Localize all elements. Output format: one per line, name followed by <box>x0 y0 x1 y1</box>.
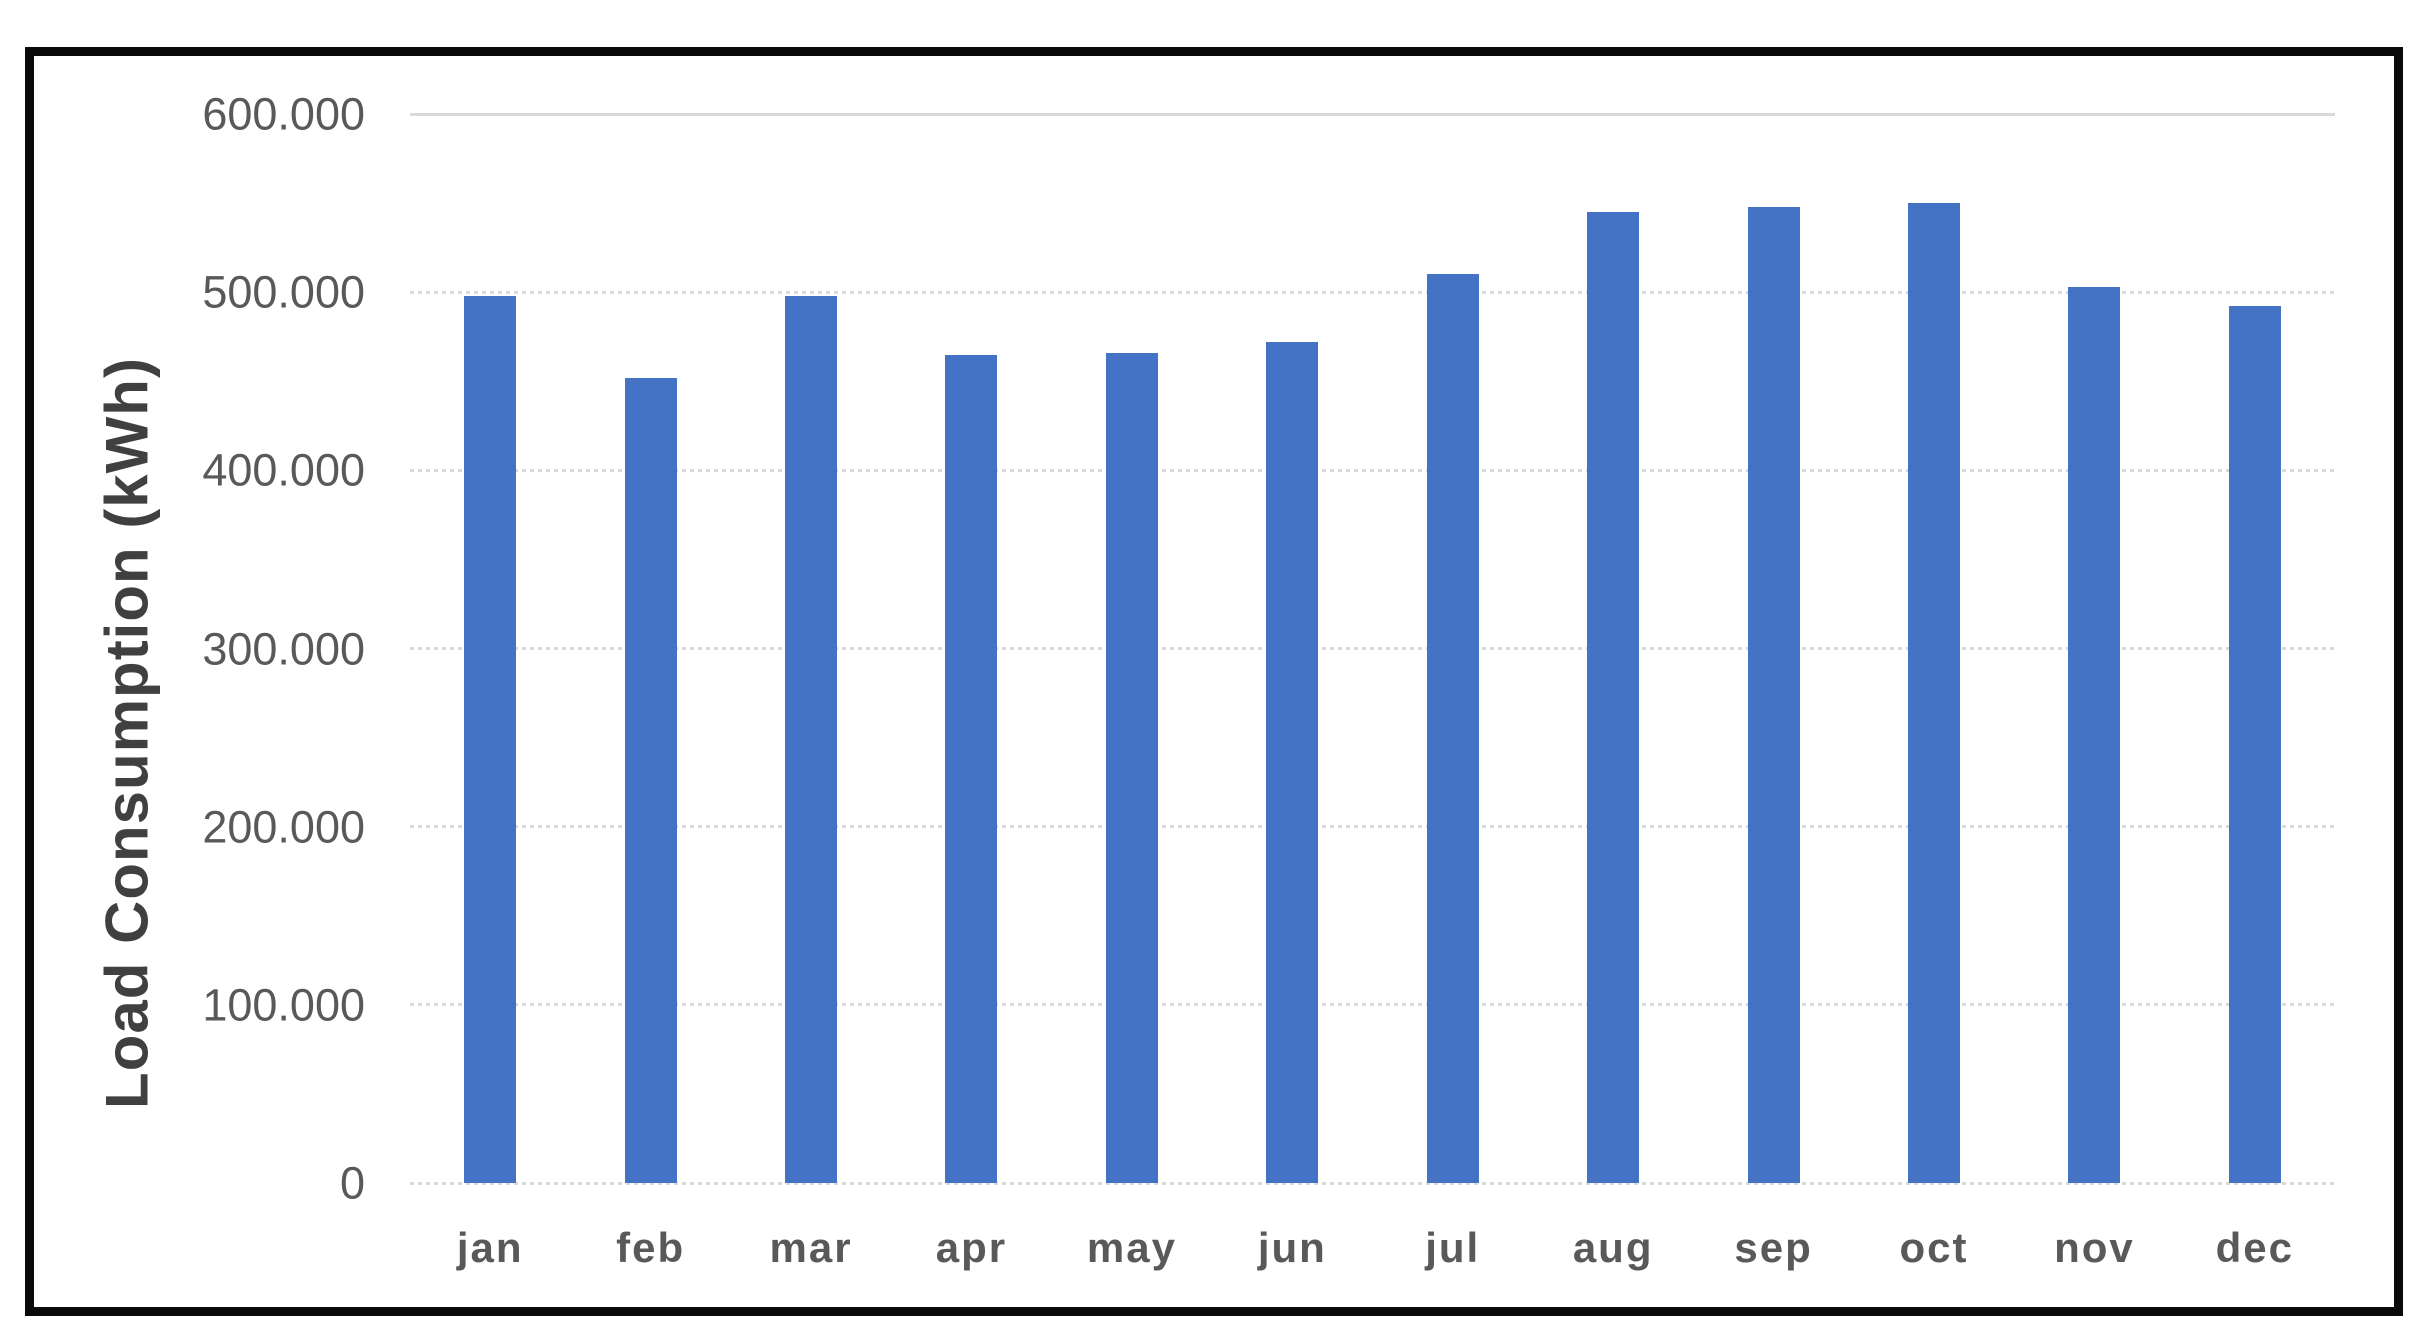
bar-aug <box>1587 212 1640 1183</box>
bar-jun <box>1266 342 1319 1183</box>
y-tick-label-600.000: 600.000 <box>202 88 365 140</box>
bar-jan <box>464 295 517 1183</box>
bar-slot-jan <box>410 114 570 1183</box>
x-label-aug: aug <box>1572 1224 1654 1271</box>
x-label-mar: mar <box>769 1224 853 1271</box>
y-tick-label-400.000: 400.000 <box>202 444 365 496</box>
bar-nov <box>2068 286 2121 1183</box>
bar-slot-nov <box>2014 114 2174 1183</box>
y-tick-label-100.000: 100.000 <box>202 979 365 1031</box>
bar-slot-oct <box>1854 114 2014 1183</box>
x-label-sep: sep <box>1734 1224 1813 1271</box>
gridline-500.000 <box>410 290 2335 294</box>
x-label-apr: apr <box>935 1224 1008 1271</box>
y-tick-label-300.000: 300.000 <box>202 623 365 674</box>
bar-jul <box>1426 274 1479 1183</box>
gridline-300.000 <box>410 647 2335 650</box>
bar-mar <box>785 295 838 1183</box>
x-label-jan: jan <box>456 1224 524 1271</box>
chart-border-frame <box>25 47 2403 1316</box>
bar-series <box>410 114 2335 1183</box>
x-label-jul: jul <box>1425 1224 1481 1271</box>
x-label-oct: oct <box>1899 1224 1969 1271</box>
bar-dec <box>2228 306 2281 1183</box>
gridline-100.000 <box>410 1003 2335 1007</box>
x-label-feb: feb <box>616 1224 686 1271</box>
x-label-dec: dec <box>2215 1224 2295 1271</box>
bar-slot-jun <box>1212 114 1372 1183</box>
bar-slot-sep <box>1693 114 1853 1183</box>
gridline-200.000 <box>410 825 2335 829</box>
bar-slot-dec <box>2175 114 2335 1183</box>
x-label-may: may <box>1086 1224 1177 1271</box>
bar-slot-may <box>1052 114 1212 1183</box>
x-label-jun: jun <box>1257 1224 1327 1271</box>
bar-slot-apr <box>891 114 1051 1183</box>
bar-slot-jul <box>1373 114 1533 1183</box>
y-tick-label-500.000: 500.000 <box>202 266 365 318</box>
x-axis-labels: jan feb mar apr may jun jul aug sep oct nov dec <box>410 1215 2335 1281</box>
y-tick-label-200.000: 200.000 <box>202 801 365 853</box>
bar-apr <box>945 354 998 1183</box>
bar-slot-mar <box>731 114 891 1183</box>
plot-area <box>410 112 2335 1185</box>
bar-feb <box>624 377 677 1183</box>
bar-slot-feb <box>570 114 730 1183</box>
bar-sep <box>1747 206 1800 1183</box>
x-label-nov: nov <box>2054 1224 2135 1271</box>
bar-may <box>1105 352 1158 1183</box>
gridline-400.000 <box>410 468 2335 472</box>
gridline-600.000 <box>410 112 2335 116</box>
gridline-0 <box>410 1181 2335 1185</box>
bar-slot-aug <box>1533 114 1693 1183</box>
bar-oct <box>1908 203 1960 1183</box>
y-tick-label-0: 0 <box>339 1157 365 1209</box>
